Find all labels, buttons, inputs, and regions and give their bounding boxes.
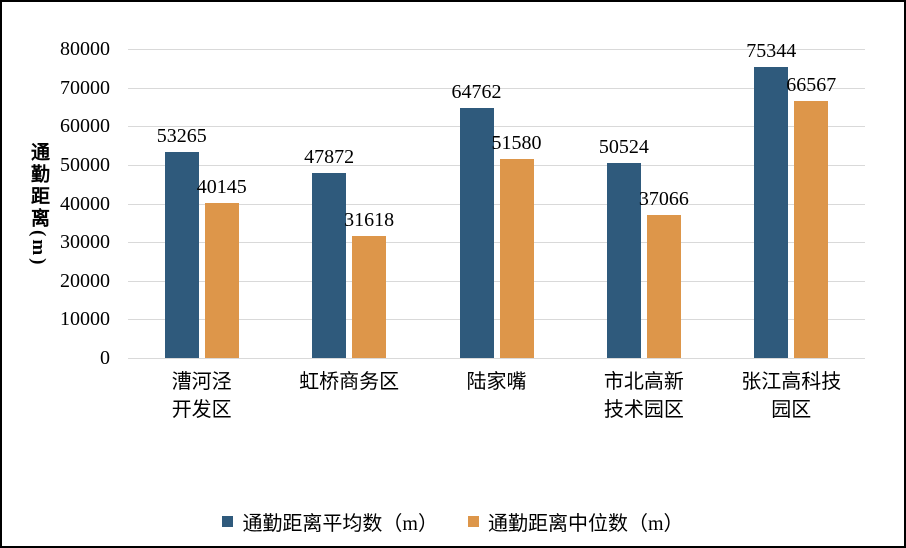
bar-median: [499, 158, 534, 358]
y-tick-label: 0: [100, 347, 110, 369]
bar-median: [794, 100, 829, 358]
y-tick-label: 60000: [60, 115, 110, 138]
legend: 通勤距离平均数（m） 通勤距离中位数（m）: [2, 507, 904, 536]
y-tick-label: 20000: [60, 269, 110, 292]
x-category-label: 虹桥商务区: [299, 371, 400, 393]
bar-mean: [312, 173, 347, 358]
bar-median: [204, 202, 239, 358]
legend-label: 通勤距离平均数（m）: [242, 513, 438, 535]
bar-mean: [754, 66, 789, 358]
plot-area: 53265 47872 64762 50524 75344 40145 31618 51580…: [128, 40, 865, 359]
gridline: [128, 164, 865, 166]
bar-mean: [606, 162, 641, 358]
data-label: 51580: [491, 131, 542, 154]
gridline: [128, 319, 865, 321]
legend-swatch: [468, 516, 479, 527]
y-tick-label: 80000: [60, 38, 110, 60]
y-tick-label: 30000: [60, 231, 110, 254]
data-label: 37066: [638, 187, 689, 210]
legend-swatch: [222, 516, 234, 527]
data-label: 40145: [196, 175, 247, 198]
bar-median: [352, 235, 387, 358]
legend-item: 通勤距离平均数（m）: [222, 507, 438, 536]
y-tick-label: 70000: [60, 76, 110, 99]
gridline: [128, 126, 865, 128]
data-label: 64762: [451, 80, 502, 103]
bar-median: [646, 214, 681, 358]
y-tick-label: 10000: [60, 308, 110, 331]
data-label: 66567: [786, 73, 837, 96]
y-tick-label: 40000: [60, 192, 110, 215]
x-category-label: 市北高新 技术园区: [603, 371, 684, 421]
gridline: [128, 358, 865, 359]
gridline: [128, 203, 865, 205]
legend-label: 通勤距离中位数（m）: [488, 513, 684, 535]
legend-item: 通勤距离中位数（m）: [468, 507, 684, 536]
data-label: 31618: [344, 208, 395, 231]
gridline: [128, 242, 865, 244]
data-label: 75344: [746, 39, 797, 62]
bar-mean: [459, 107, 494, 358]
bar-mean: [164, 152, 199, 358]
y-axis-title: 通勤距离(m): [28, 142, 49, 268]
data-label: 47872: [304, 146, 355, 169]
data-label: 53265: [156, 125, 207, 148]
y-tick-label: 50000: [60, 153, 110, 176]
x-category-label: 张江高科技 园区: [741, 371, 842, 421]
gridline: [128, 49, 865, 50]
gridline: [128, 280, 865, 282]
x-category-label: 漕河泾 开发区: [171, 371, 232, 421]
gridline: [128, 87, 865, 89]
data-label: 50524: [598, 135, 649, 158]
x-category-label: 陆家嘴: [466, 371, 527, 393]
